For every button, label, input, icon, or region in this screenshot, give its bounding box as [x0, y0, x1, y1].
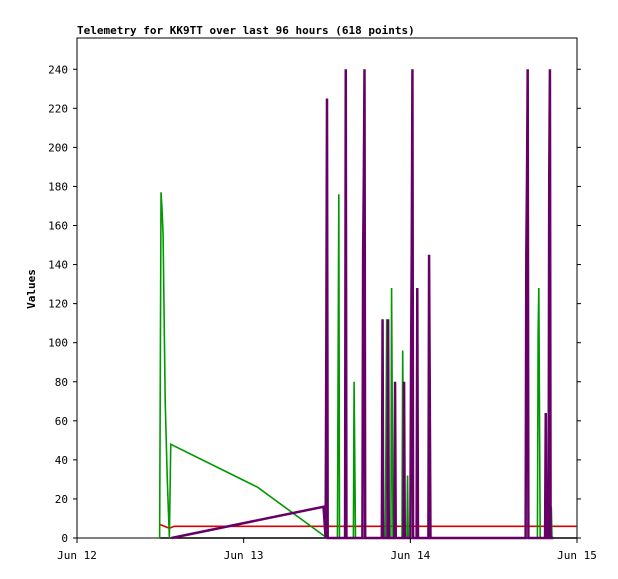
- series-line-4: [171, 69, 554, 540]
- y-tick-label: 60: [55, 415, 68, 428]
- x-tick-label: Jun 12: [57, 549, 97, 562]
- y-axis: 0 20 40 60 80 100 120 140 160 180 200 220 240: [48, 63, 581, 545]
- x-tick-label: Jun 15: [557, 549, 597, 562]
- y-tick-label: 140: [48, 259, 68, 272]
- y-tick-label: 40: [55, 454, 68, 467]
- x-tick-label: Jun 13: [224, 549, 264, 562]
- y-tick-label: 200: [48, 141, 68, 154]
- y-tick-label: 240: [48, 63, 68, 76]
- y-tick-label: 100: [48, 337, 68, 350]
- y-axis-label: Values: [25, 269, 38, 309]
- y-tick-label: 0: [61, 532, 68, 545]
- y-tick-label: 20: [55, 493, 68, 506]
- y-tick-label: 120: [48, 298, 68, 311]
- chart-title: Telemetry for KK9TT over last 96 hours (…: [77, 24, 415, 37]
- x-axis: Jun 12 Jun 13 Jun 14 Jun 15: [57, 538, 597, 562]
- y-tick-label: 160: [48, 220, 68, 233]
- y-tick-label: 180: [48, 180, 68, 193]
- x-tick-label: Jun 14: [390, 549, 430, 562]
- y-tick-label: 80: [55, 376, 68, 389]
- series-layer: [158, 69, 577, 540]
- y-tick-label: 220: [48, 102, 68, 115]
